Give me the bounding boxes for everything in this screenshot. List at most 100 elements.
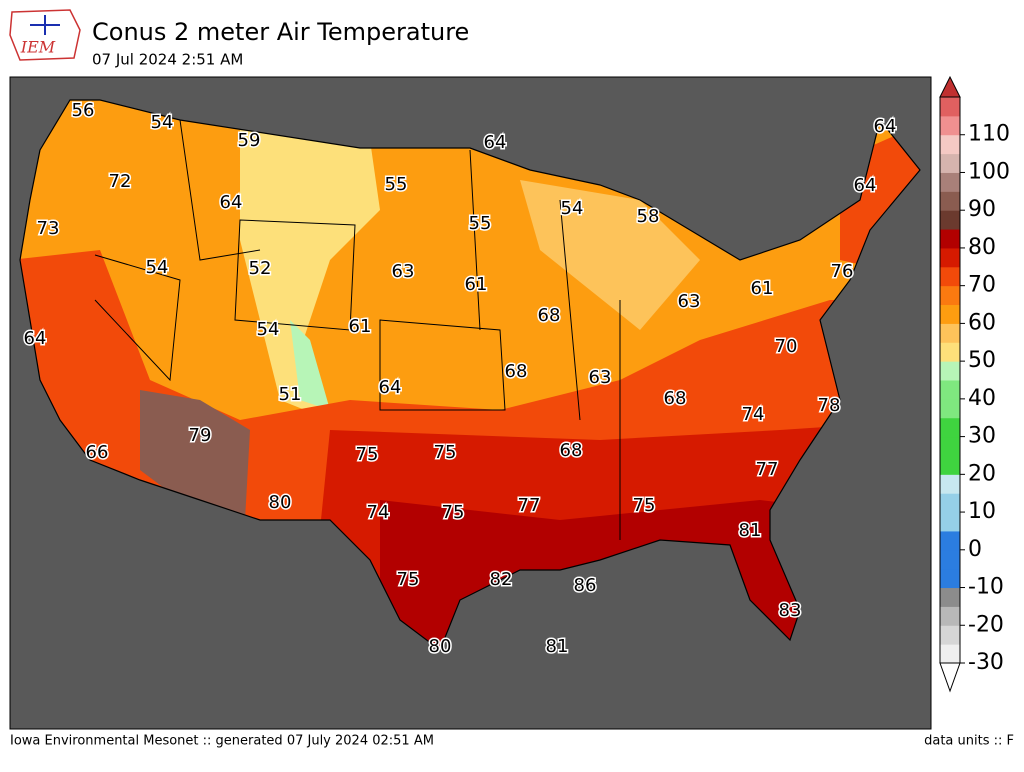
colorbar-band (940, 304, 960, 324)
temp-label: 80 (429, 636, 452, 657)
temp-label: 75 (397, 569, 420, 590)
temp-label: 82 (490, 569, 513, 590)
temp-label: 63 (589, 367, 612, 388)
title: Conus 2 meter Air Temperature (92, 18, 469, 46)
temp-label: 75 (442, 502, 465, 523)
temp-label: 64 (220, 192, 243, 213)
colorbar-band (940, 644, 960, 664)
temp-label: 68 (664, 388, 687, 409)
temp-label: 61 (751, 278, 774, 299)
colorbar-frame (939, 96, 961, 664)
colorbar-band (940, 398, 960, 419)
colorbar-band (940, 625, 960, 645)
colorbar-band (940, 153, 960, 173)
temp-label: 74 (742, 404, 765, 425)
colorbar-band (940, 229, 960, 249)
temp-label: 54 (151, 112, 174, 133)
temp-label: 61 (349, 316, 372, 337)
temp-label: 75 (633, 495, 656, 516)
colorbar-band (940, 172, 960, 192)
temp-label: 64 (379, 377, 402, 398)
logo-text: IEM (20, 38, 56, 57)
temp-label: 52 (249, 258, 272, 279)
colorbar-tick-label: 0 (968, 537, 982, 562)
temp-label: 75 (356, 444, 379, 465)
colorbar-tick-label: 110 (968, 122, 1010, 147)
colorbar-extend-high (939, 75, 961, 98)
temp-label: 68 (538, 305, 561, 326)
temp-label: 68 (505, 361, 528, 382)
colorbar-band (940, 549, 960, 570)
temp-label: 76 (831, 261, 854, 282)
colorbar-tick-label: -30 (968, 650, 1004, 675)
temp-label: 81 (739, 520, 762, 541)
logo: IEM (9, 9, 81, 61)
colorbar-band (940, 493, 960, 513)
colorbar-tick-label: 100 (968, 159, 1010, 184)
temp-label: 58 (637, 206, 660, 227)
temp-label: 86 (574, 575, 597, 596)
colorbar-band (940, 455, 960, 475)
temp-label: 55 (469, 213, 492, 234)
temp-label: 70 (775, 336, 798, 357)
colorbar-band (940, 361, 960, 381)
colorbar-extend-low (939, 662, 961, 693)
temp-label: 63 (678, 291, 701, 312)
colorbar-band (940, 342, 960, 362)
temp-label: 83 (779, 600, 802, 621)
temp-label: 66 (86, 442, 109, 463)
state-lines (94, 119, 621, 540)
temp-label: 78 (818, 395, 841, 416)
colorbar-tick-label: 60 (968, 310, 996, 335)
colorbar-band (940, 436, 960, 456)
footer-right: data units :: F (924, 734, 1014, 749)
temp-label: 55 (385, 174, 408, 195)
temp-label: 51 (279, 384, 302, 405)
temp-label: 64 (24, 328, 47, 349)
colorbar-tick-label: -10 (968, 575, 1004, 600)
colorbar-band (940, 474, 960, 494)
colorbar-band (940, 606, 960, 626)
colorbar-band (940, 285, 960, 306)
temp-label: 54 (561, 198, 584, 219)
temp-label: 56 (72, 100, 95, 121)
subtitle: 07 Jul 2024 2:51 AM (92, 51, 243, 69)
temp-label: 64 (484, 132, 507, 153)
temp-label: 77 (518, 495, 541, 516)
temp-label: 64 (874, 116, 897, 137)
colorbar-band (940, 210, 960, 230)
temp-label: 72 (109, 171, 132, 192)
temp-label: 61 (465, 274, 488, 295)
colorbar-band (940, 568, 960, 589)
colorbar-band (940, 266, 960, 287)
temp-label: 79 (189, 425, 212, 446)
temp-label: 75 (434, 442, 457, 463)
temp-label: 64 (854, 175, 877, 196)
temp-label: 73 (37, 218, 60, 239)
colorbar-tick-label: 50 (968, 348, 996, 373)
colorbar-band (940, 587, 960, 607)
colorbar-tick-label: 10 (968, 499, 996, 524)
temp-label: 54 (146, 257, 169, 278)
colorbar-tick-label: 80 (968, 235, 996, 260)
colorbar-band (940, 380, 960, 400)
colorbar-band (940, 97, 960, 117)
colorbar-band (940, 191, 960, 211)
temp-label: 54 (257, 319, 280, 340)
colorbar-band (940, 247, 960, 268)
colorbar-tick-label: -20 (968, 612, 1004, 637)
colorbar-band (940, 512, 960, 532)
station-labels: 56 54 59 64 64 72 55 64 64 54 58 73 55 52 54 63 61 76 61 63… (22, 99, 898, 659)
footer-left: Iowa Environmental Mesonet :: generated … (10, 734, 434, 749)
colorbar-band (940, 134, 960, 155)
temp-label: 77 (756, 459, 779, 480)
temp-label: 63 (392, 261, 415, 282)
colorbar-tick-label: 40 (968, 386, 996, 411)
colorbar-band (940, 530, 960, 551)
colorbar-tick-label: 90 (968, 197, 996, 222)
temp-label: 68 (560, 440, 583, 461)
colorbar-tick-label: 30 (968, 424, 996, 449)
temp-label: 74 (367, 502, 390, 523)
colorbar: -30 -20 -10 0 10 20 30 40 50 60 70 80 90 100 110 (939, 75, 1010, 693)
temp-label: 81 (546, 636, 569, 657)
